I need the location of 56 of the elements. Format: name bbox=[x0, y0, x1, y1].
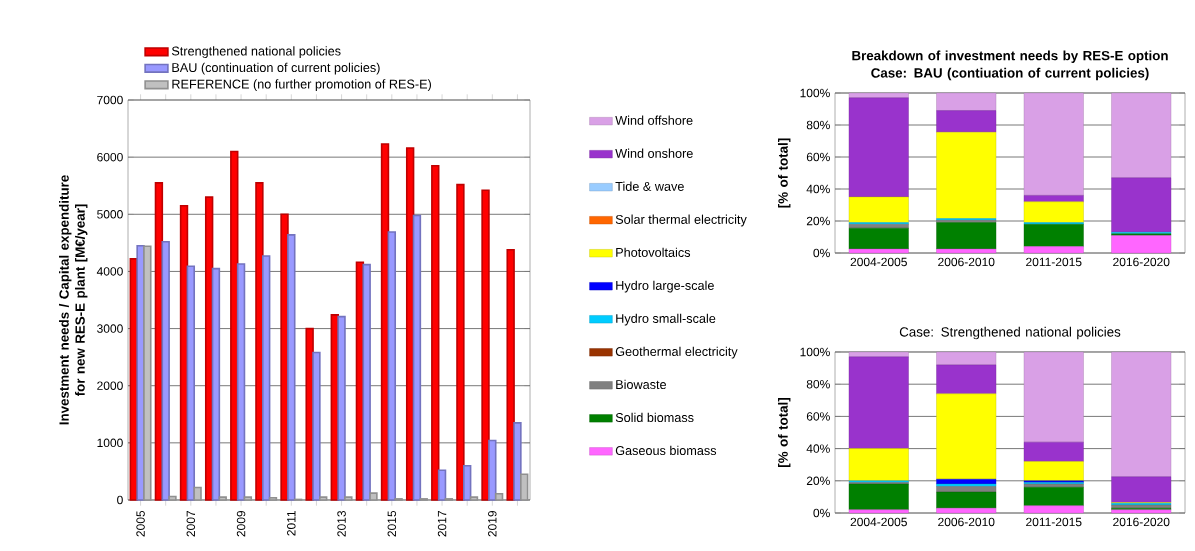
chart-title: Breakdown of investment needs by RES-E option bbox=[852, 50, 1168, 63]
legend-label: Strengthened national policies bbox=[171, 46, 341, 59]
y-tick-label: 4000 bbox=[96, 267, 123, 276]
x-tick-label: 2017 bbox=[437, 511, 447, 537]
y-tick-label: 100% bbox=[800, 347, 830, 357]
x-tick-label: 2016-2020 bbox=[1113, 517, 1170, 527]
y-tick-label: 100% bbox=[800, 88, 830, 98]
y-tick-label: 20% bbox=[806, 216, 830, 226]
legend-label: Tide & wave bbox=[615, 181, 684, 191]
y-tick-label: 2000 bbox=[97, 381, 123, 390]
legend-label: Biowaste bbox=[616, 379, 667, 390]
y-tick-label: 80% bbox=[806, 379, 830, 389]
legend-label: Wind onshore bbox=[615, 148, 693, 158]
x-tick-label: 2006-2010 bbox=[938, 257, 995, 267]
y-axis-title: Investment needs / Capital expenditure for new RES-E plant [M€/year] bbox=[59, 175, 88, 425]
y-tick-label: 60% bbox=[806, 152, 830, 162]
x-tick-label: 2019 bbox=[488, 510, 497, 537]
y-tick-label: 0% bbox=[813, 508, 830, 518]
legend-label: Solid biomass bbox=[615, 412, 694, 423]
x-tick-label: 2016-2020 bbox=[1113, 257, 1170, 267]
legend-label: Hydro large-scale bbox=[616, 280, 714, 293]
x-tick-label: 2005 bbox=[136, 510, 145, 537]
x-tick-label: 2009 bbox=[236, 510, 246, 537]
y-tick-label: 20% bbox=[806, 476, 830, 486]
y-tick-label: 40% bbox=[806, 184, 830, 194]
legend-label: Wind offshore bbox=[615, 115, 693, 125]
legend-label: Gaseous biomass bbox=[615, 445, 717, 456]
legend-label: Solar thermal electricity bbox=[615, 214, 747, 227]
y-tick-label: 60% bbox=[806, 412, 830, 421]
x-tick-label: 2011 bbox=[287, 510, 296, 536]
legend-label: Geothermal electricity bbox=[615, 346, 738, 359]
y-axis-title: [% of total] bbox=[778, 398, 791, 467]
y-tick-label: 0% bbox=[813, 248, 830, 258]
y-axis-title: [% of total] bbox=[778, 138, 791, 208]
x-tick-label: 2007 bbox=[186, 511, 196, 537]
y-tick-label: 0 bbox=[117, 495, 123, 505]
x-tick-label: 2004-2005 bbox=[850, 517, 907, 527]
y-tick-label: 7000 bbox=[97, 95, 123, 105]
x-tick-label: 2004-2005 bbox=[850, 257, 907, 267]
legend-label: Photovoltaics bbox=[616, 247, 691, 257]
y-tick-label: 80% bbox=[806, 120, 830, 130]
y-tick-label: 1000 bbox=[97, 438, 123, 448]
chart-subtitle: Case: BAU (contiuation of current policies) bbox=[871, 67, 1149, 81]
y-tick-label: 40% bbox=[806, 444, 830, 453]
x-tick-label: 2015 bbox=[387, 510, 397, 537]
chart-title: Case: Strengthened national policies bbox=[899, 326, 1121, 340]
y-tick-label: 3000 bbox=[97, 324, 123, 333]
y-tick-label: 5000 bbox=[97, 210, 123, 219]
x-tick-label: 2011-2015 bbox=[1026, 517, 1082, 527]
legend-label: BAU (continuation of current policies) bbox=[172, 62, 380, 75]
x-tick-label: 2013 bbox=[337, 510, 346, 537]
x-tick-label: 2011-2015 bbox=[1026, 257, 1082, 267]
y-tick-label: 6000 bbox=[97, 152, 123, 162]
legend-label: Hydro small-scale bbox=[616, 313, 716, 326]
legend-label: REFERENCE (no further promotion of RES-E) bbox=[172, 79, 431, 92]
x-tick-label: 2006-2010 bbox=[938, 517, 995, 527]
